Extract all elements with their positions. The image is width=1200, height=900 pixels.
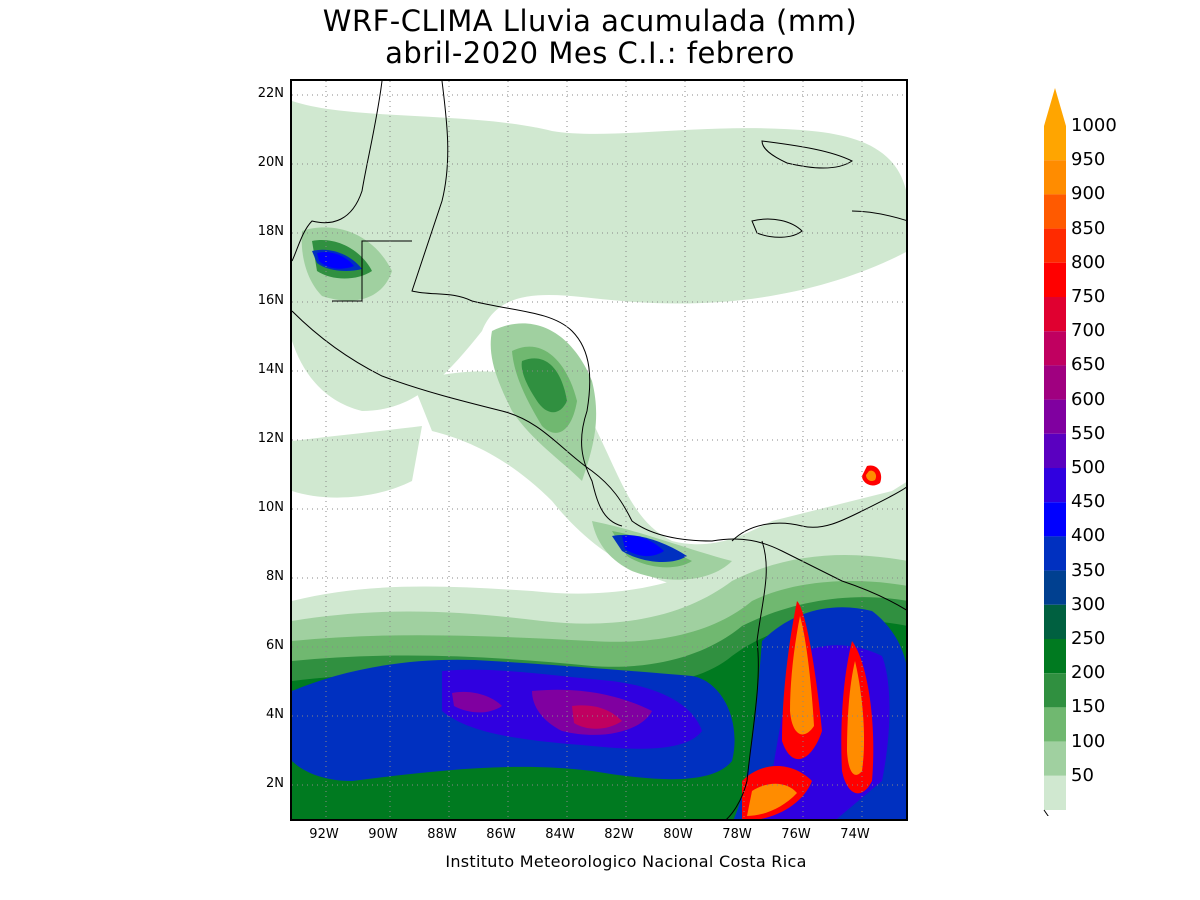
colorbar-overflow-arrow: [1044, 88, 1066, 126]
colorbar-level-label: 100: [1071, 730, 1106, 752]
colorbar-level-label: 800: [1071, 251, 1106, 273]
colorbar-swatch: [1044, 194, 1066, 229]
colorbar-swatch: [1044, 536, 1066, 571]
colorbar-level-label: 50: [1071, 764, 1094, 786]
caribbean-coast: [411, 81, 623, 527]
colorbar-underflow-tail: [1043, 809, 1049, 816]
colorbar-level-label: 200: [1071, 662, 1106, 684]
colombia-border: [726, 540, 767, 819]
lat-tick-label: 16N: [257, 293, 284, 308]
colorbar-level-label: 750: [1071, 286, 1106, 307]
colorbar-level-label: 500: [1071, 457, 1106, 478]
colorbar-swatch: [1044, 160, 1066, 195]
colorbar-level-label: 300: [1071, 593, 1106, 615]
colombia-coast: [731, 486, 906, 542]
lon-tick-label: 78W: [722, 827, 752, 842]
colorbar-level-label: 350: [1071, 559, 1106, 581]
guatemala-border: [332, 240, 412, 302]
colorbar-swatch: [1044, 262, 1066, 297]
colorbar-level-label: 600: [1071, 388, 1106, 410]
colorbar-swatch: [1044, 126, 1066, 161]
colorbar-level-label: 850: [1071, 217, 1106, 239]
lon-tick-label: 86W: [486, 827, 516, 842]
colorbar-level-label: 1000: [1071, 115, 1117, 136]
colorbar-swatch: [1044, 399, 1066, 434]
lon-tick-label: 74W: [840, 827, 870, 842]
lat-tick-label: 22N: [257, 86, 284, 101]
lat-tick-label: 10N: [257, 500, 284, 515]
lat-tick-label: 4N: [266, 707, 284, 722]
colorbar-swatch: [1044, 228, 1066, 263]
colorbar-level-label: 250: [1071, 628, 1106, 649]
jamaica-coast: [751, 218, 803, 238]
colorbar-swatch: [1044, 331, 1066, 366]
lon-tick-label: 82W: [604, 827, 634, 842]
colorbar-swatch: [1044, 639, 1066, 674]
chart-subtitle: abril-2020 Mes C.I.: febrero: [385, 36, 795, 70]
lat-lon-gridlines: [292, 81, 906, 819]
colorbar-swatch: [1044, 673, 1066, 708]
chart-title: WRF-CLIMA Lluvia acumulada (mm): [322, 4, 858, 38]
colorbar-swatch: [1044, 365, 1066, 400]
colorbar-swatch: [1044, 741, 1066, 776]
rain-high-andes-bands: [742, 465, 882, 819]
colorbar-level-label: 400: [1071, 525, 1106, 547]
lon-tick-label: 90W: [368, 827, 398, 842]
lon-tick-label: 88W: [427, 827, 457, 842]
colorbar-swatch: [1044, 502, 1066, 537]
rain-700mm-region: [572, 705, 622, 729]
colorbar-swatch: [1044, 570, 1066, 605]
colorbar-swatch: [1044, 297, 1066, 332]
lat-tick-label: 12N: [257, 431, 284, 446]
lat-tick-label: 6N: [266, 638, 284, 653]
colorbar-level-label: 450: [1071, 491, 1106, 513]
colorbar-level-label: 900: [1071, 183, 1106, 205]
map-panel: [290, 79, 908, 821]
rainfall-map: [292, 81, 906, 819]
colorbar-swatch: [1044, 433, 1066, 468]
colorbar-level-label: 950: [1071, 149, 1106, 171]
lat-tick-label: 2N: [266, 776, 284, 791]
colorbar-swatch: [1044, 468, 1066, 503]
lon-tick-label: 92W: [309, 827, 339, 842]
colorbar-level-label: 650: [1071, 354, 1106, 376]
hispaniola-coast: [851, 210, 906, 221]
lat-tick-label: 20N: [257, 155, 284, 170]
pacific-coast: [292, 310, 906, 611]
lon-tick-label: 84W: [545, 827, 575, 842]
colorbar-level-label: 700: [1071, 320, 1106, 342]
colorbar: [1043, 88, 1066, 816]
coastlines: [292, 81, 906, 819]
lon-tick-label: 80W: [663, 827, 693, 842]
lat-tick-label: 14N: [257, 362, 284, 377]
colorbar-swatch: [1044, 604, 1066, 639]
colorbar-swatch: [1044, 707, 1066, 742]
credit-text: Instituto Meteorologico Nacional Costa R…: [445, 852, 807, 871]
lat-tick-label: 8N: [266, 569, 284, 584]
lat-tick-label: 18N: [257, 224, 284, 239]
yucatan-coast: [292, 81, 383, 262]
lon-tick-label: 76W: [781, 827, 811, 842]
rainfall-field: [292, 101, 906, 819]
cuba-coast: [761, 140, 853, 169]
colorbar-level-label: 150: [1071, 696, 1106, 718]
colorbar-swatch: [1044, 775, 1066, 810]
colorbar-level-label: 550: [1071, 422, 1106, 444]
